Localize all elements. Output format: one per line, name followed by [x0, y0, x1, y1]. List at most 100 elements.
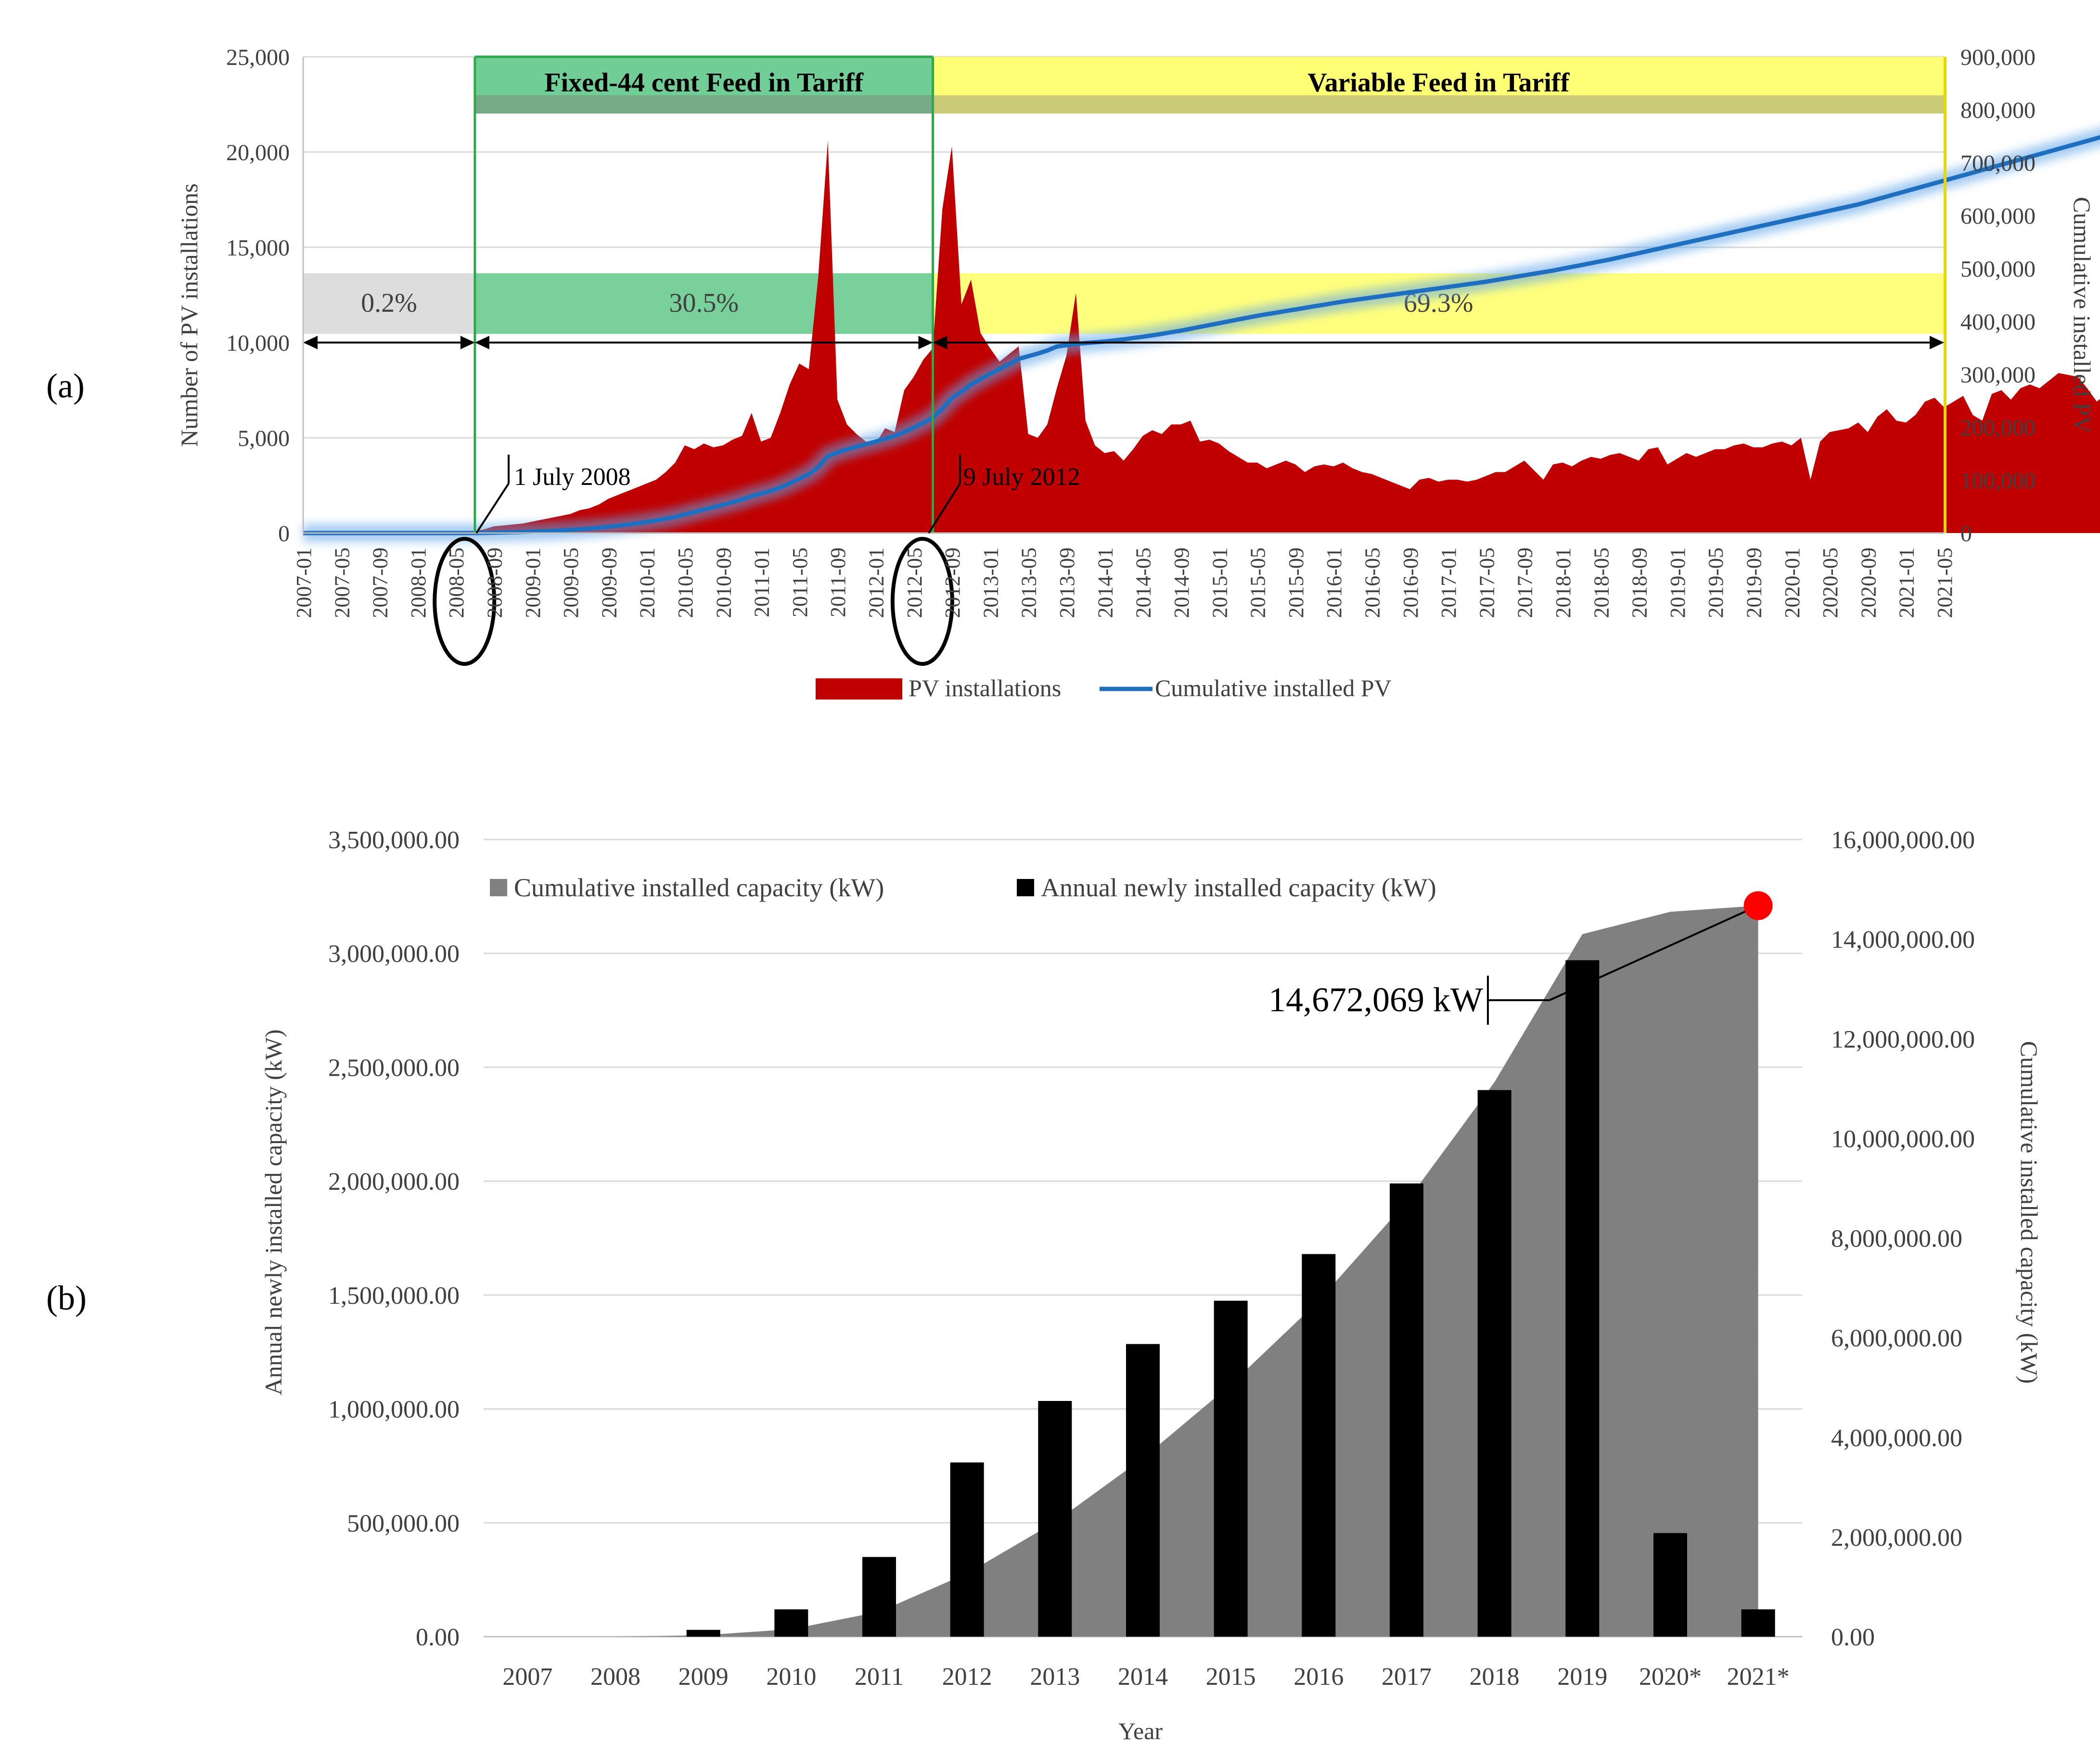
panel-a-x-tick: 2016-01: [1322, 547, 1346, 618]
date-annotations: 1 July 2008 9 July 2012: [475, 455, 1080, 534]
panel-b-right-tick: 12,000,000.00: [1831, 1026, 1975, 1053]
annual-capacity-bar: [1390, 1183, 1423, 1637]
legend-label-pv-installations: PV installations: [909, 674, 1061, 701]
panel-b-left-tick: 3,500,000.00: [328, 827, 460, 854]
annotation-9-july-2012: 9 July 2012: [963, 463, 1080, 491]
panel-a-x-tick: 2018-01: [1551, 547, 1575, 618]
legend-label-annual-capacity: Annual newly installed capacity (kW): [1041, 873, 1436, 902]
panel-a-x-tick: 2019-09: [1742, 547, 1766, 618]
panel-b-x-axis-title: Year: [1118, 1718, 1163, 1744]
annual-capacity-bar: [1653, 1533, 1687, 1637]
panel-b-right-tick: 2,000,000.00: [1831, 1524, 1962, 1552]
panel-a-x-tick: 2014-01: [1093, 547, 1117, 618]
panel-a-x-tick: 2007-01: [292, 547, 316, 618]
panel-a-x-tick: 2015-09: [1284, 547, 1308, 618]
panel-b-right-tick: 8,000,000.00: [1831, 1225, 1962, 1253]
annual-capacity-bar: [1126, 1344, 1160, 1637]
panel-b-left-tick: 3,000,000.00: [328, 941, 460, 968]
legend-swatch-annual-capacity: [1017, 879, 1034, 896]
panel-a-x-tick: 2013-01: [979, 547, 1002, 618]
panel-a-x-tick: 2010-01: [636, 547, 659, 618]
panel-a-x-tick: 2015-05: [1246, 547, 1270, 618]
panel-a-x-tick: 2016-09: [1399, 547, 1422, 618]
variable-tariff-arrow-head-left: [933, 336, 948, 349]
panel-a-left-axis-title: Number of PV installations: [176, 183, 203, 447]
annual-capacity-bar: [862, 1557, 896, 1637]
fixed-tariff-label: Fixed-44 cent Feed in Tariff: [544, 68, 864, 98]
panel-b-x-tick: 2009: [679, 1663, 729, 1691]
panel-a-x-tick: 2017-05: [1475, 547, 1498, 618]
panel-a-x-tick: 2008-05: [445, 547, 468, 618]
annual-capacity-bar: [1038, 1401, 1072, 1637]
period-boundary-lines: [474, 55, 1946, 533]
panel-b-x-tick: 2012: [942, 1663, 992, 1691]
panel-b-right-tick: 0.00: [1831, 1624, 1875, 1651]
panel-b-x-tick: 2019: [1557, 1663, 1607, 1691]
panel-b-left-tick: 500,000.00: [347, 1510, 460, 1537]
panel-a-x-tick: 2021-01: [1895, 547, 1919, 618]
marker-ellipse-2008: [433, 537, 497, 666]
fixed-tariff-share-label: 30.5%: [669, 288, 739, 318]
panel-a-x-tick: 2008-01: [407, 547, 430, 618]
annual-capacity-bar: [1565, 960, 1600, 1637]
annual-capacity-bar: [1214, 1300, 1248, 1637]
annual-capacity-bar: [1741, 1609, 1775, 1637]
panel-a-x-tick-labels: 2007-01 2007-05 2007-09 2008-01 2008-05 2008-…: [292, 547, 1957, 618]
pre-tariff-arrow-head-left: [303, 336, 318, 349]
panel-a-x-tick: 2020-05: [1818, 547, 1842, 618]
legend-swatch-pv-installations: [816, 678, 902, 700]
panel-b-x-tick: 2015: [1206, 1663, 1256, 1691]
panel-b-chart: 2007 2008 2009 2010 2011 2012 2013 2014 2015 2016…: [260, 827, 2043, 1744]
fixed-tariff-arrow-head-right: [918, 336, 933, 349]
panel-a-left-tick: 15,000: [226, 235, 290, 261]
panel-a-right-axis-title: Cumulative installed PV: [2069, 197, 2096, 433]
panel-b-left-tick-labels: 0.00 500,000.00 1,000,000.00 1,500,000.00 2,…: [328, 827, 460, 1651]
panel-b-left-tick: 1,000,000.00: [328, 1396, 460, 1424]
panel-a-x-tick: 2012-09: [941, 547, 964, 618]
panel-b-legend: Cumulative installed capacity (kW) Annua…: [490, 873, 1436, 902]
total-capacity-point: [1743, 891, 1773, 920]
pre-tariff-share-label: 0.2%: [361, 288, 417, 318]
panel-a-x-tick: 2019-01: [1666, 547, 1690, 618]
marker-ellipse-2012: [890, 537, 954, 666]
panel-a-left-tick: 5,000: [238, 426, 290, 451]
variable-tariff-header-shadow: [933, 95, 1945, 114]
panel-a-left-tick: 10,000: [226, 331, 290, 356]
panel-a-right-tick: 700,000: [1960, 151, 2036, 176]
panel-a-x-tick: 2020-01: [1780, 547, 1804, 618]
panel-a-left-tick: 0: [278, 521, 290, 547]
variable-tariff-arrow-head-right: [1930, 336, 1944, 349]
panel-b-right-tick: 16,000,000.00: [1831, 827, 1975, 854]
annual-capacity-bar: [686, 1629, 720, 1637]
period-bands: Fixed-44 cent Feed in Tariff Variable Fee…: [303, 57, 1945, 334]
panel-a-x-tick: 2009-01: [521, 547, 545, 618]
legend-label-cumulative-capacity: Cumulative installed capacity (kW): [514, 873, 884, 902]
period-arrows: [303, 336, 1944, 349]
panel-a-right-tick: 0: [1960, 521, 1972, 547]
panel-b-x-tick: 2020*: [1639, 1663, 1702, 1691]
annual-capacity-bar: [1477, 1090, 1511, 1637]
pv-installations-area: [303, 140, 2100, 533]
annotation-leader-2012-diag: [928, 483, 961, 534]
panel-a-right-tick: 500,000: [1960, 256, 2036, 282]
panel-a-x-tick: 2021-05: [1933, 547, 1957, 618]
panel-a-x-tick: 2019-05: [1704, 547, 1728, 618]
panel-b-x-tick: 2010: [766, 1663, 816, 1691]
panel-a-right-tick: 100,000: [1960, 468, 2036, 494]
panel-a-x-tick: 2011-01: [750, 547, 774, 617]
panel-a-right-tick: 900,000: [1960, 45, 2036, 70]
panel-a-right-tick: 400,000: [1960, 309, 2036, 335]
panel-b-right-tick-labels: 0.00 2,000,000.00 4,000,000.00 6,000,000.00…: [1831, 827, 1975, 1651]
panel-a-right-tick-labels: 0 100,000 200,000 300,000 400,000 500,000 600,…: [1960, 45, 2036, 547]
panel-a-x-tick: 2018-05: [1589, 547, 1613, 618]
panel-a-x-tick: 2013-09: [1055, 547, 1079, 618]
panel-a-x-tick: 2012-05: [903, 547, 926, 618]
panel-b-x-tick: 2011: [855, 1663, 904, 1691]
cumulative-pv-line: [303, 135, 2100, 535]
panel-label-a: (a): [46, 367, 85, 405]
annotation-leader-2008-diag: [475, 483, 510, 534]
panel-a-x-tick: 2011-05: [788, 547, 812, 617]
date-markers: [433, 537, 954, 666]
panel-a-x-tick: 2011-09: [826, 547, 850, 617]
